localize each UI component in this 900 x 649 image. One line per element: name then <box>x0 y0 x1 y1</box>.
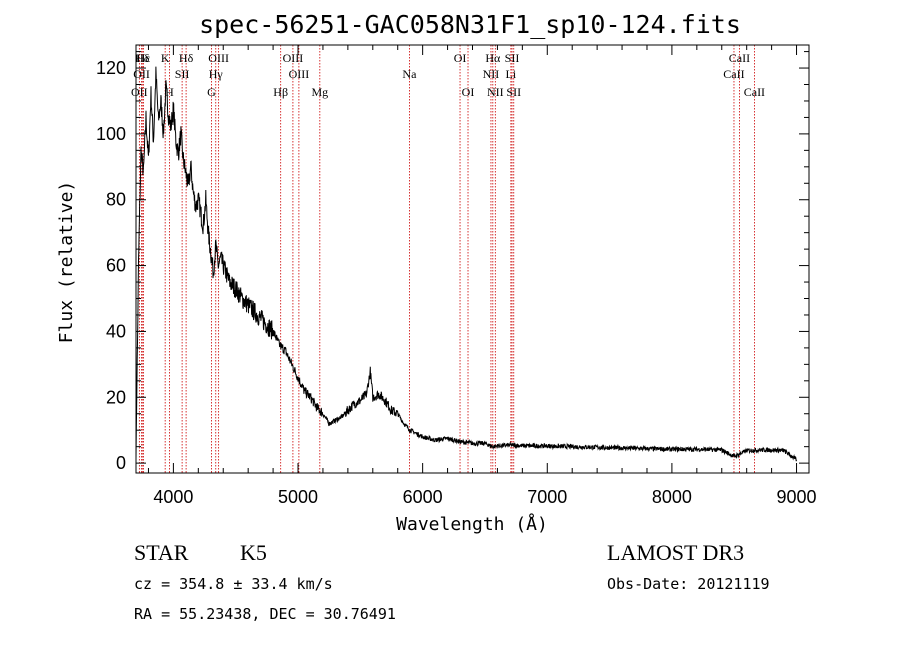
marker-label: NII <box>487 85 504 99</box>
y-tick-label: 80 <box>106 190 126 210</box>
marker-label: OII <box>131 85 148 99</box>
redshift-text: cz = 354.8 ± 33.4 km/s <box>134 575 333 593</box>
x-tick-label: 7000 <box>527 487 567 507</box>
coordinates: RA = 55.23438, DEC = 30.76491 <box>134 605 396 623</box>
marker-label: OII <box>133 67 150 81</box>
marker-label: Na <box>402 67 417 81</box>
marker-label: SII <box>175 67 190 81</box>
marker-label: CaII <box>744 85 765 99</box>
marker-label: G <box>207 85 216 99</box>
y-axis-label: Flux (relative) <box>56 181 77 344</box>
marker-label: Hδ <box>179 51 194 65</box>
x-tick-label: 5000 <box>278 487 318 507</box>
y-tick-label: 20 <box>106 387 126 407</box>
x-tick-label: 4000 <box>153 487 193 507</box>
object-type: STAR <box>134 540 189 565</box>
marker-label: OI <box>462 85 475 99</box>
plot-frame <box>135 44 810 474</box>
survey-name: LAMOST DR3 <box>607 540 744 565</box>
marker-label: OI <box>454 51 467 65</box>
x-axis-label: Wavelength (Å) <box>396 513 548 535</box>
marker-label: Hδ <box>135 51 150 65</box>
marker-label: OIII <box>208 51 229 65</box>
marker-label: Li <box>506 67 517 81</box>
marker-label: Hε <box>137 51 151 65</box>
marker-label: SII <box>506 85 521 99</box>
marker-label: OIII <box>289 67 310 81</box>
line-marker-group <box>138 45 755 473</box>
chart-title: spec-56251-GAC058N31F1_sp10-124.fits <box>199 10 741 39</box>
spectral-subclass: K5 <box>240 540 267 565</box>
marker-label: Mg <box>311 85 328 99</box>
x-tick-label: 8000 <box>652 487 692 507</box>
marker-label: Hβ <box>273 85 288 99</box>
marker-label: Hγ <box>209 67 224 81</box>
y-tick-label: 60 <box>106 256 126 276</box>
y-tick-label: 0 <box>116 453 126 473</box>
y-tick-label: 120 <box>96 58 126 78</box>
x-tick-label: 9000 <box>777 487 817 507</box>
marker-label: K <box>161 51 170 65</box>
y-tick-label: 40 <box>106 321 126 341</box>
y-axis: 0 20 40 60 80 100 120 <box>96 51 809 473</box>
x-axis: 4000 5000 6000 7000 8000 9000 <box>147 45 817 507</box>
marker-label: CaII <box>723 67 744 81</box>
marker-label: SII <box>505 51 520 65</box>
x-tick-label: 6000 <box>403 487 443 507</box>
y-tick-label: 100 <box>96 124 126 144</box>
marker-label: H <box>165 85 174 99</box>
spectrum-line <box>135 66 797 462</box>
marker-label: OIII <box>283 51 304 65</box>
marker-label: Hα <box>485 51 501 65</box>
marker-label: NII <box>483 67 500 81</box>
marker-label: CaII <box>729 51 750 65</box>
obs-date: Obs-Date: 20121119 <box>607 575 770 593</box>
